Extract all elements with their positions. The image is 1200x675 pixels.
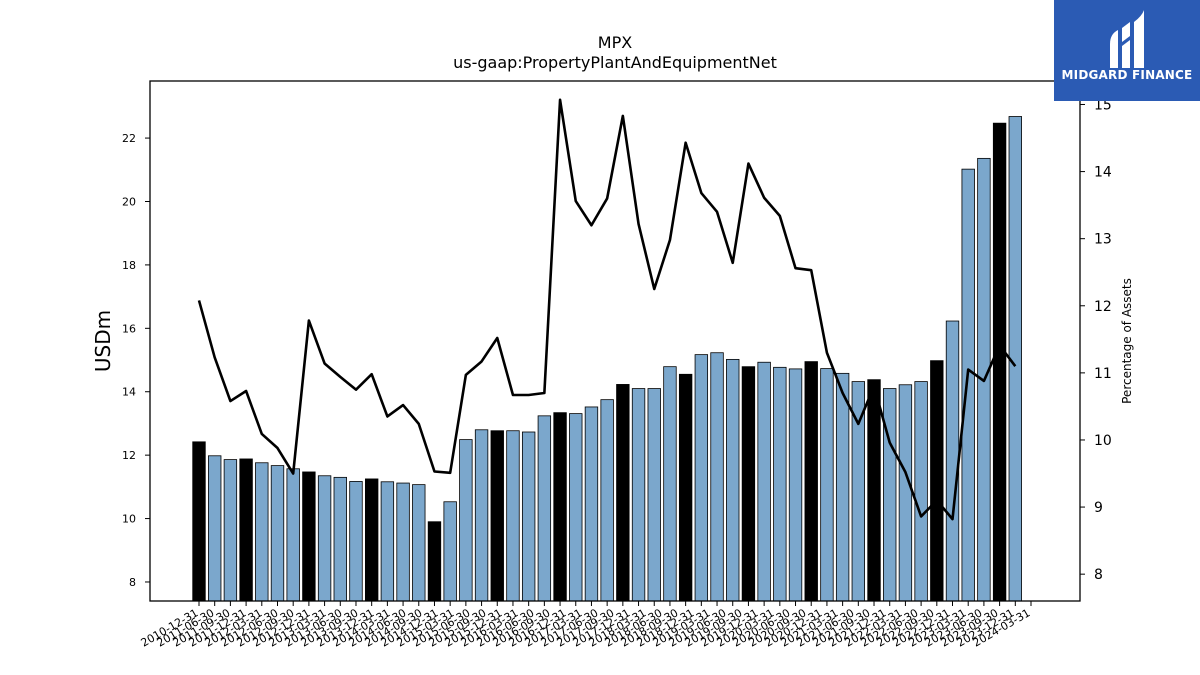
bar [349, 481, 363, 602]
bar [584, 406, 599, 602]
chart-subtitle: us-gaap:PropertyPlantAndEquipmentNet [453, 53, 777, 72]
bar-series [192, 116, 1022, 602]
y2-tick-label: 15 [1094, 97, 1112, 113]
bar [631, 388, 646, 602]
bar [255, 462, 269, 602]
midgard-logo-icon [1110, 10, 1144, 68]
bar [945, 320, 960, 602]
bar [710, 352, 724, 602]
bar [600, 399, 614, 602]
bar [569, 413, 583, 602]
y-tick-label: 10 [122, 513, 136, 526]
line-series [197, 98, 1017, 521]
y-tick-label: 8 [129, 576, 136, 589]
bar [804, 361, 818, 602]
logo: MIDGARD FINANCE [1054, 0, 1200, 101]
chart-title: MPX [598, 33, 632, 52]
y2-tick-label: 13 [1094, 232, 1112, 248]
bar [663, 366, 677, 602]
bar [867, 379, 881, 602]
y-tick-label: 12 [122, 449, 136, 462]
plot-frame [149, 80, 1081, 602]
y2-tick-label: 10 [1094, 433, 1112, 449]
bar [741, 366, 756, 602]
bar [474, 429, 489, 602]
bar [192, 441, 206, 602]
x-axis: 2010-12-312011-06-302011-09-302011-12-31… [139, 601, 1033, 650]
bar [726, 358, 740, 602]
bar [537, 415, 552, 602]
bar [333, 476, 347, 602]
bar [317, 475, 332, 602]
bar [443, 501, 457, 602]
bar [521, 431, 536, 602]
y-tick-label: 22 [122, 132, 136, 145]
bar [898, 384, 913, 602]
bar [883, 388, 897, 602]
bar [820, 368, 834, 602]
y2-tick-label: 12 [1094, 299, 1112, 315]
bar [223, 459, 238, 602]
bar [364, 478, 379, 602]
bar [694, 354, 709, 602]
y-tick-label: 16 [122, 322, 136, 335]
bar [616, 384, 630, 602]
bar [788, 368, 803, 602]
bar [302, 471, 316, 602]
y-axis-label: USDm [91, 310, 115, 372]
bar [678, 373, 693, 602]
bar [412, 484, 426, 602]
y2-tick-label: 11 [1094, 366, 1112, 382]
y2-axis-label: Percentage of Assets [1120, 278, 1134, 404]
y-tick-label: 14 [122, 386, 136, 399]
y-axis-left: 8 10 12 14 16 18 20 22 [122, 132, 150, 589]
bar [490, 430, 504, 602]
bar [835, 372, 850, 602]
bar [757, 361, 771, 602]
y2-tick-label: 9 [1094, 500, 1103, 516]
bar [239, 458, 253, 602]
bar [270, 465, 285, 602]
bar [647, 388, 661, 602]
logo-text: MIDGARD FINANCE [1061, 68, 1193, 82]
y-axis-right: 8 9 10 11 12 13 14 15 [1080, 97, 1112, 583]
bar [396, 482, 410, 602]
bar [992, 122, 1007, 602]
bar [286, 468, 300, 602]
bar [208, 455, 222, 602]
y-tick-label: 18 [122, 259, 136, 272]
bar [459, 439, 473, 602]
bar [506, 430, 520, 602]
y2-tick-label: 8 [1094, 567, 1103, 583]
bar [961, 168, 975, 602]
bar [930, 360, 944, 602]
y2-tick-label: 14 [1094, 165, 1112, 181]
bar [427, 521, 442, 602]
percentage-line [197, 98, 1017, 521]
bar [380, 481, 395, 602]
bar [553, 412, 567, 602]
bar [773, 366, 787, 602]
bar [914, 381, 928, 602]
y-tick-label: 20 [122, 195, 136, 208]
